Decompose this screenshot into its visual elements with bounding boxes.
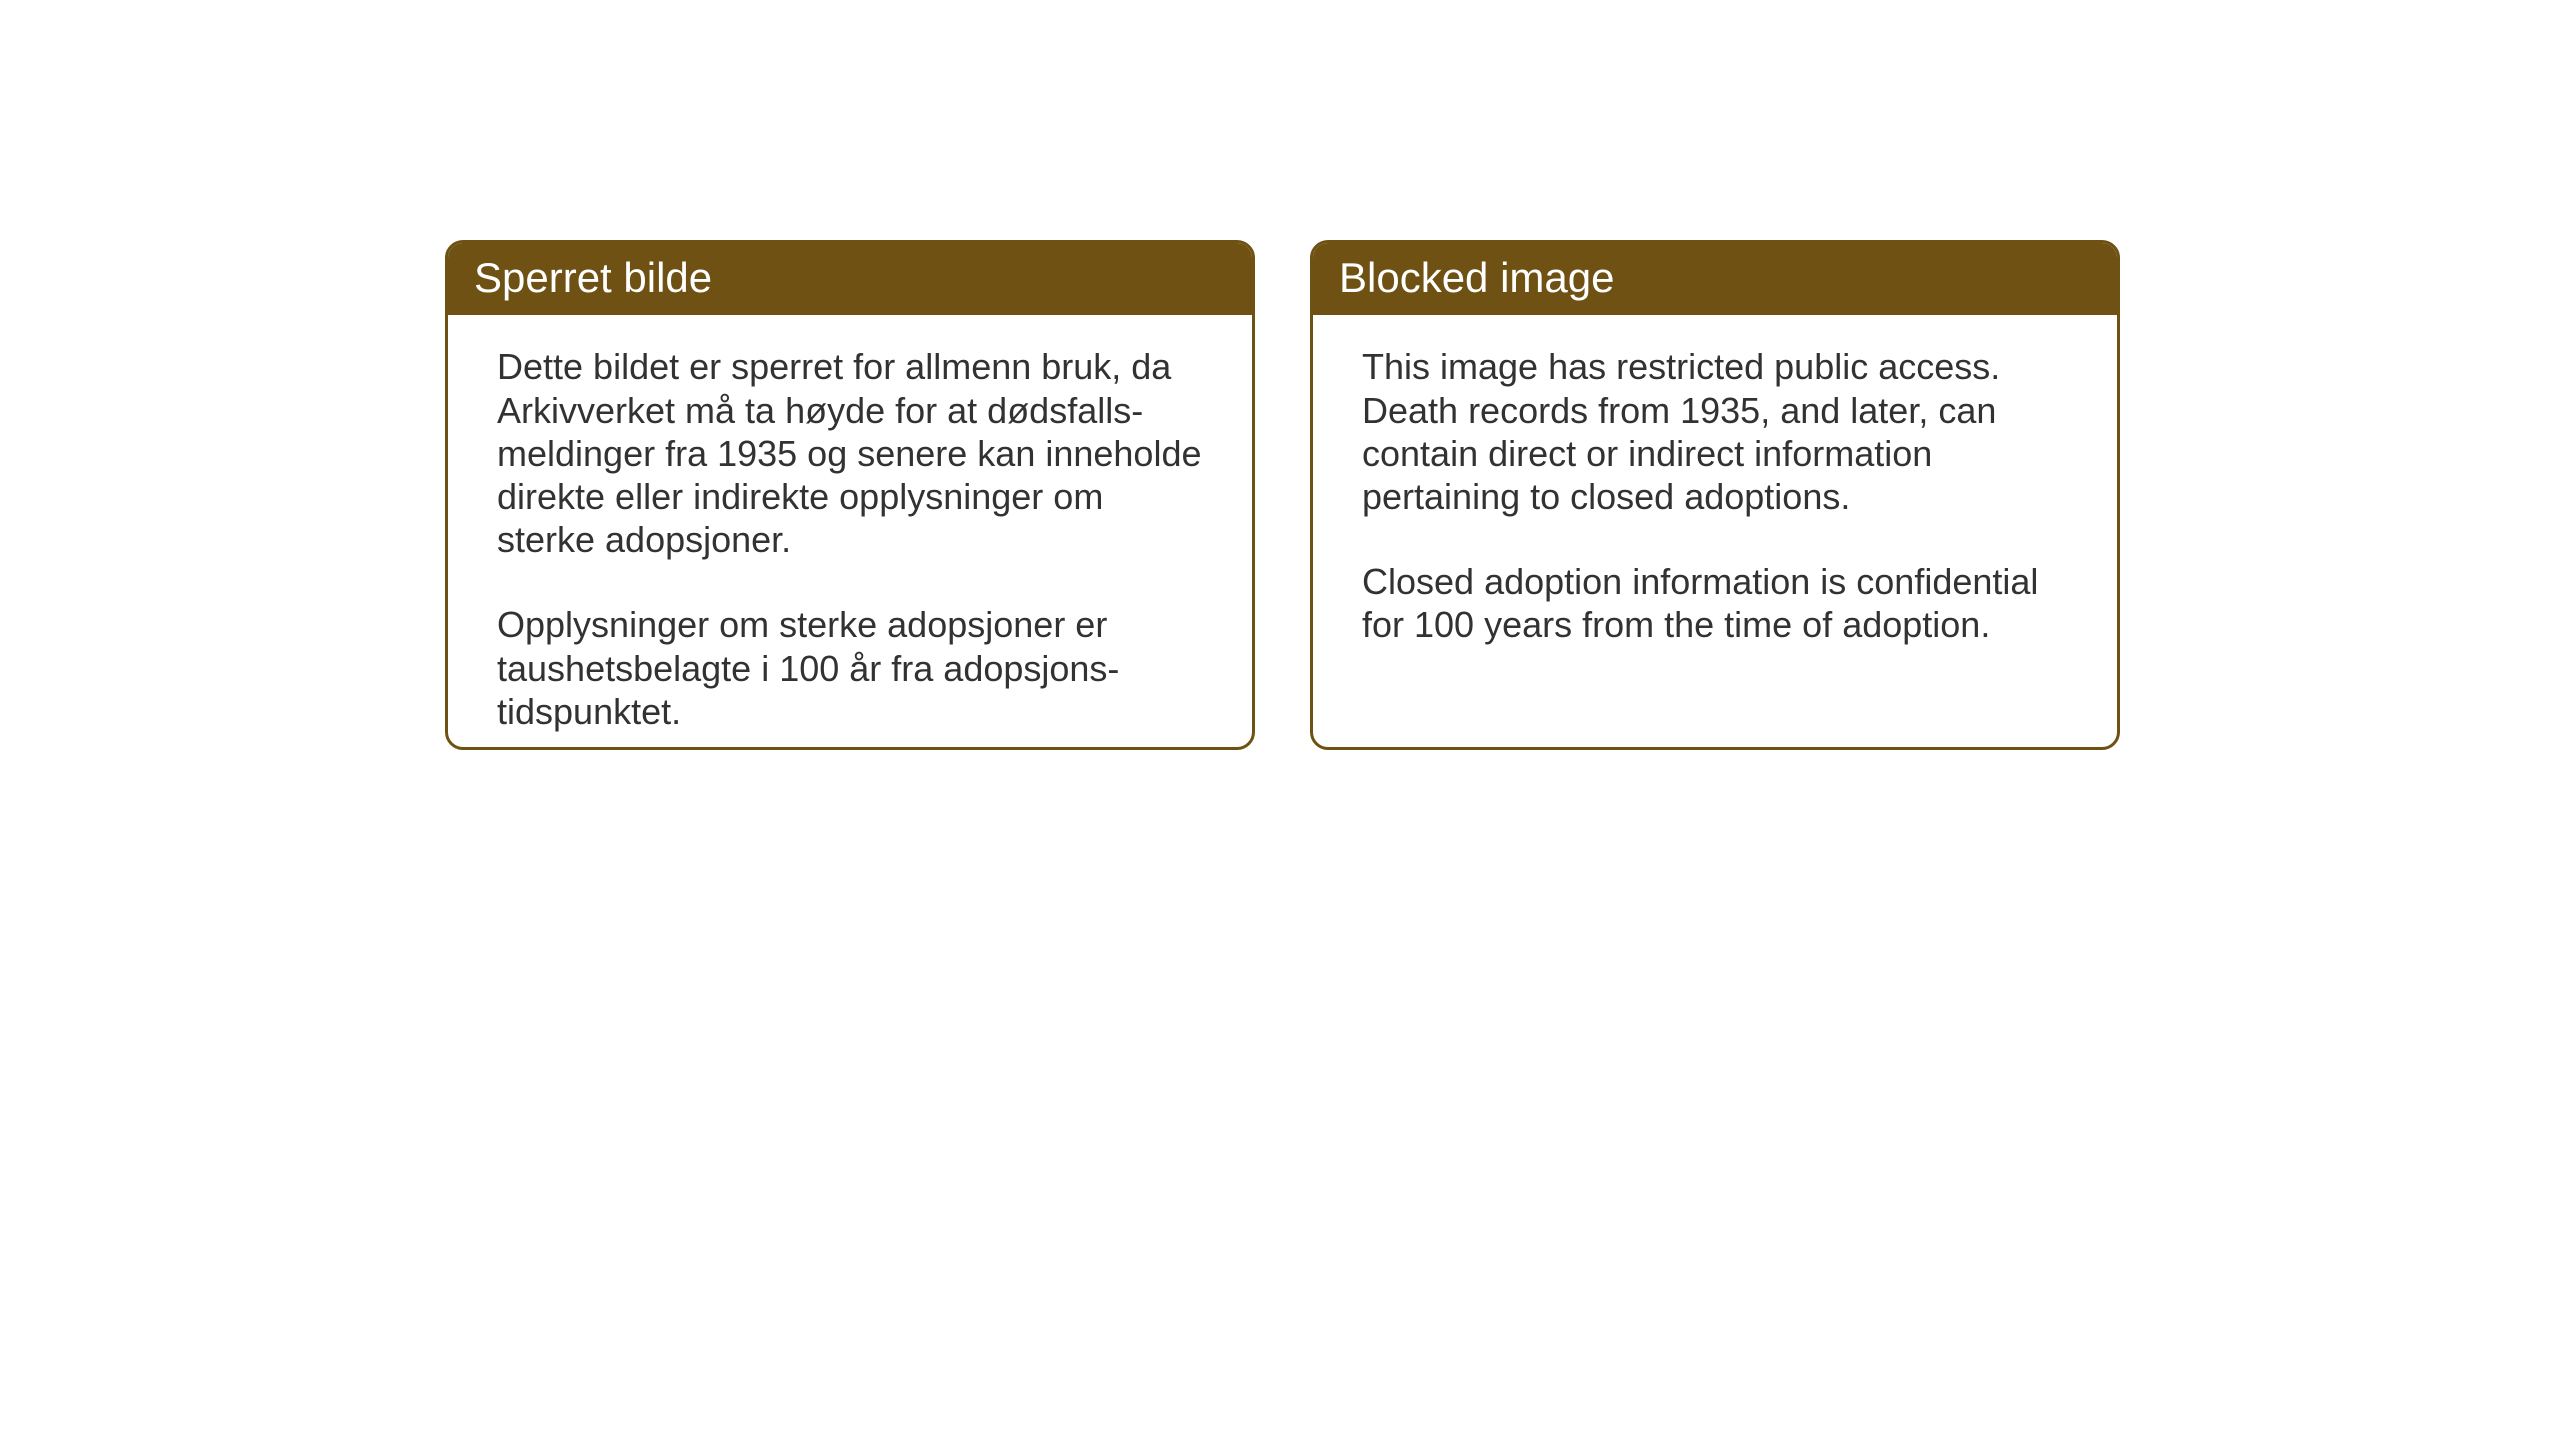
panel-english-title: Blocked image: [1313, 243, 2117, 315]
panel-english-paragraph-1: This image has restricted public access.…: [1362, 345, 2073, 518]
panel-english-body: This image has restricted public access.…: [1313, 315, 2117, 676]
panel-norwegian: Sperret bilde Dette bildet er sperret fo…: [445, 240, 1255, 750]
panel-norwegian-paragraph-1: Dette bildet er sperret for allmenn bruk…: [497, 345, 1208, 561]
panel-norwegian-paragraph-2: Opplysninger om sterke adopsjoner er tau…: [497, 603, 1208, 733]
panel-english: Blocked image This image has restricted …: [1310, 240, 2120, 750]
panel-norwegian-body: Dette bildet er sperret for allmenn bruk…: [448, 315, 1252, 750]
panel-norwegian-title: Sperret bilde: [448, 243, 1252, 315]
notice-panels-container: Sperret bilde Dette bildet er sperret fo…: [445, 240, 2120, 750]
panel-english-paragraph-2: Closed adoption information is confident…: [1362, 560, 2073, 646]
